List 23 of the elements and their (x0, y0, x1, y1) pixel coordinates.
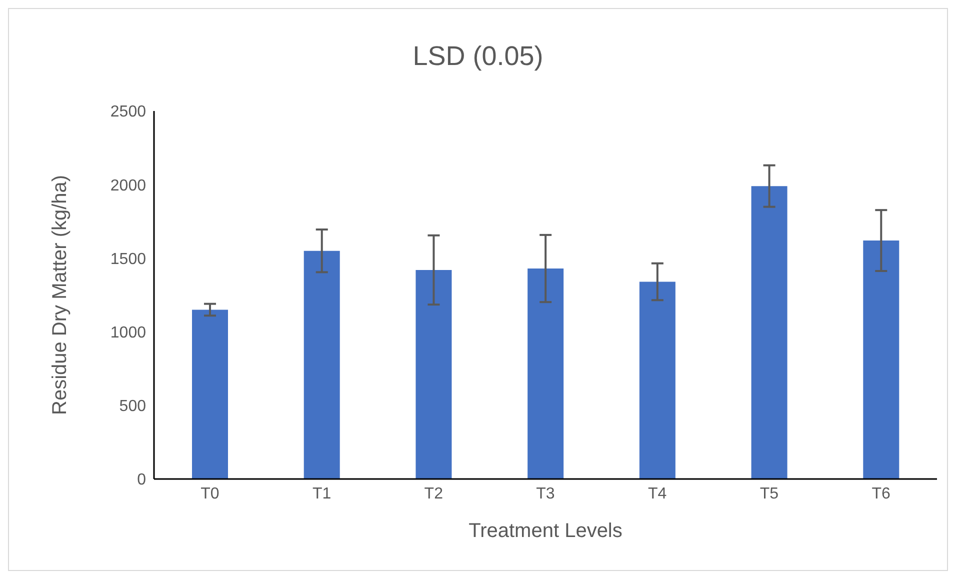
bar (751, 186, 788, 479)
x-tick-label: T4 (648, 485, 667, 502)
y-tick-label: 1500 (110, 250, 146, 268)
x-axis-title: Treatment Levels (468, 520, 622, 542)
bar (304, 250, 340, 479)
y-tick-label: 0 (137, 472, 146, 489)
bar (416, 270, 452, 479)
y-axis-title: Residue Dry Matter (kg/ha) (49, 174, 72, 415)
x-tick-label: T6 (872, 485, 891, 502)
y-tick-label: 500 (119, 398, 146, 416)
bar (528, 268, 564, 479)
x-tick-label: T0 (200, 485, 220, 502)
y-tick-label: 2500 (110, 104, 146, 121)
x-tick-label: T1 (312, 485, 332, 502)
x-tick-label: T2 (424, 485, 444, 502)
bar (639, 282, 676, 479)
bar (863, 240, 900, 479)
chart-title: LSD (0.05) (412, 40, 544, 73)
y-tick-label: 2000 (110, 177, 146, 194)
x-tick-label: T5 (760, 485, 779, 502)
bar (192, 310, 228, 479)
x-tick-label: T3 (536, 485, 555, 502)
y-tick-label: 1000 (110, 324, 146, 342)
